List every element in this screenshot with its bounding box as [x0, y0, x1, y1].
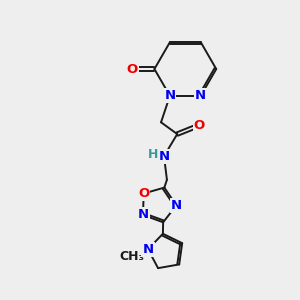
- Text: O: O: [194, 119, 205, 132]
- Text: N: N: [164, 89, 175, 102]
- Text: O: O: [138, 187, 149, 200]
- Text: O: O: [127, 62, 138, 76]
- Text: N: N: [158, 150, 169, 163]
- Text: N: N: [137, 208, 148, 221]
- Text: CH₃: CH₃: [119, 250, 144, 263]
- Text: H: H: [148, 148, 158, 161]
- Text: N: N: [195, 89, 206, 102]
- Text: N: N: [171, 199, 182, 212]
- Text: N: N: [142, 243, 154, 256]
